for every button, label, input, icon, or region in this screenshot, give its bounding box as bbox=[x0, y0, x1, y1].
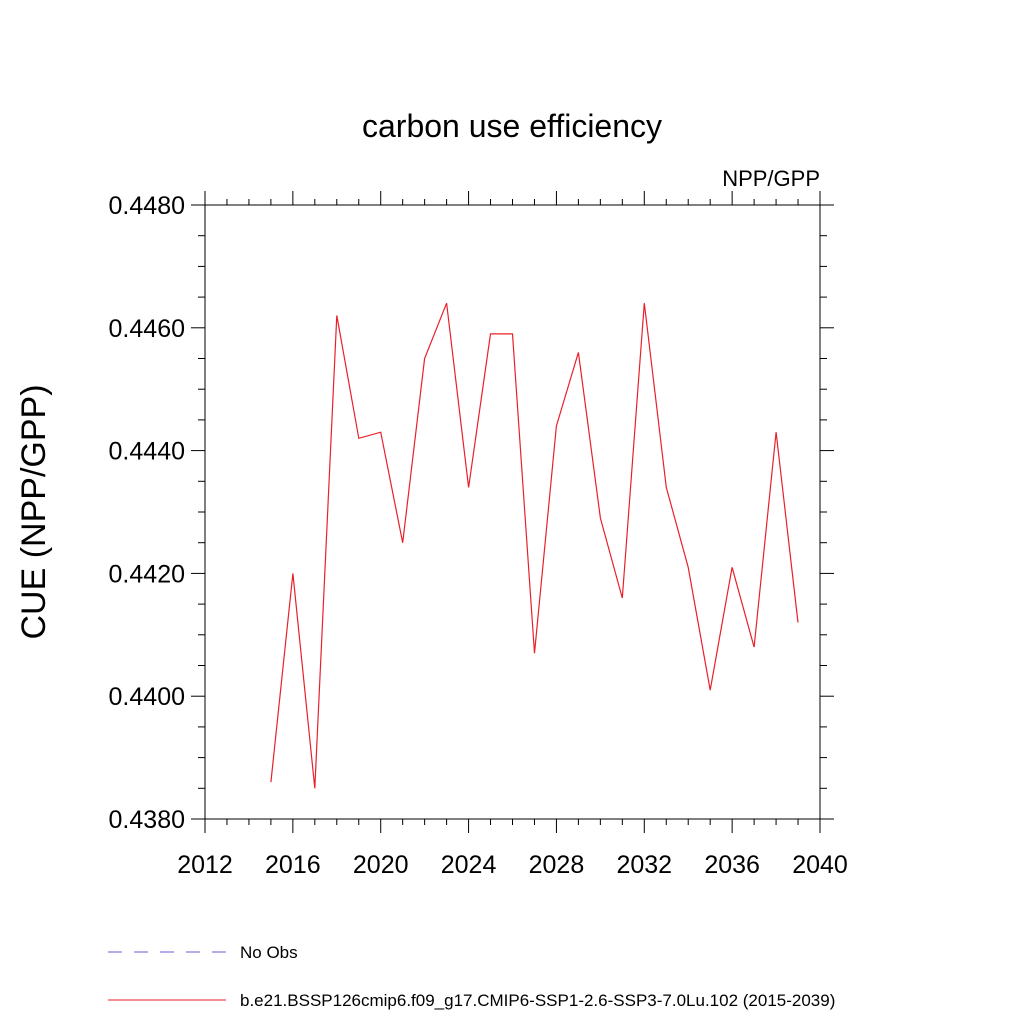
data-point bbox=[380, 431, 382, 433]
y-tick-label: 0.4400 bbox=[109, 683, 185, 711]
legend-label: No Obs bbox=[240, 943, 298, 962]
plot-border bbox=[204, 204, 821, 820]
data-point bbox=[446, 302, 448, 304]
data-point bbox=[336, 315, 338, 317]
data-point bbox=[512, 333, 514, 335]
data-point bbox=[797, 622, 799, 624]
data-point bbox=[753, 646, 755, 648]
x-tick-label: 2028 bbox=[529, 851, 585, 879]
data-point bbox=[424, 358, 426, 360]
axis-ticks bbox=[191, 191, 834, 833]
data-point bbox=[292, 573, 294, 575]
axis-tick-labels: 2012 2016 2020 2024 2028 2032 2036 2040 0.4380 0.… bbox=[109, 192, 848, 879]
x-tick-label: 2016 bbox=[265, 851, 321, 879]
data-point bbox=[600, 517, 602, 519]
data-point bbox=[468, 487, 470, 489]
series-layer bbox=[270, 302, 799, 789]
data-point bbox=[402, 542, 404, 544]
x-tick-label: 2036 bbox=[704, 851, 760, 879]
y-tick-label: 0.4420 bbox=[109, 560, 185, 588]
data-point bbox=[643, 302, 645, 304]
data-point bbox=[556, 425, 558, 427]
chart-subtitle: NPP/GPP bbox=[722, 166, 820, 191]
data-point bbox=[534, 652, 536, 654]
y-tick-label: 0.4480 bbox=[109, 192, 185, 220]
x-tick-label: 2020 bbox=[353, 851, 409, 879]
x-tick-label: 2012 bbox=[177, 851, 233, 879]
data-point bbox=[490, 333, 492, 335]
x-tick-label: 2040 bbox=[792, 851, 848, 879]
data-point bbox=[731, 566, 733, 568]
x-tick-label: 2024 bbox=[441, 851, 497, 879]
data-point bbox=[622, 597, 624, 599]
data-point bbox=[709, 689, 711, 691]
data-point bbox=[358, 438, 360, 440]
data-point bbox=[665, 487, 667, 489]
y-tick-label: 0.4460 bbox=[109, 315, 185, 343]
legend-label: b.e21.BSSP126cmip6.f09_g17.CMIP6-SSP1-2.… bbox=[240, 991, 835, 1010]
y-axis-label: CUE (NPP/GPP) bbox=[15, 384, 53, 639]
plot-frame bbox=[204, 204, 821, 820]
data-point bbox=[314, 788, 316, 790]
data-point bbox=[687, 566, 689, 568]
x-tick-label: 2032 bbox=[616, 851, 672, 879]
data-point bbox=[775, 431, 777, 433]
y-tick-label: 0.4380 bbox=[109, 806, 185, 834]
y-tick-label: 0.4440 bbox=[109, 438, 185, 466]
series-line bbox=[270, 302, 799, 789]
data-point bbox=[270, 781, 272, 783]
chart-title: carbon use efficiency bbox=[362, 108, 662, 144]
data-point bbox=[578, 352, 580, 354]
legend: No Obs b.e21.BSSP126cmip6.f09_g17.CMIP6-S… bbox=[108, 943, 835, 1010]
